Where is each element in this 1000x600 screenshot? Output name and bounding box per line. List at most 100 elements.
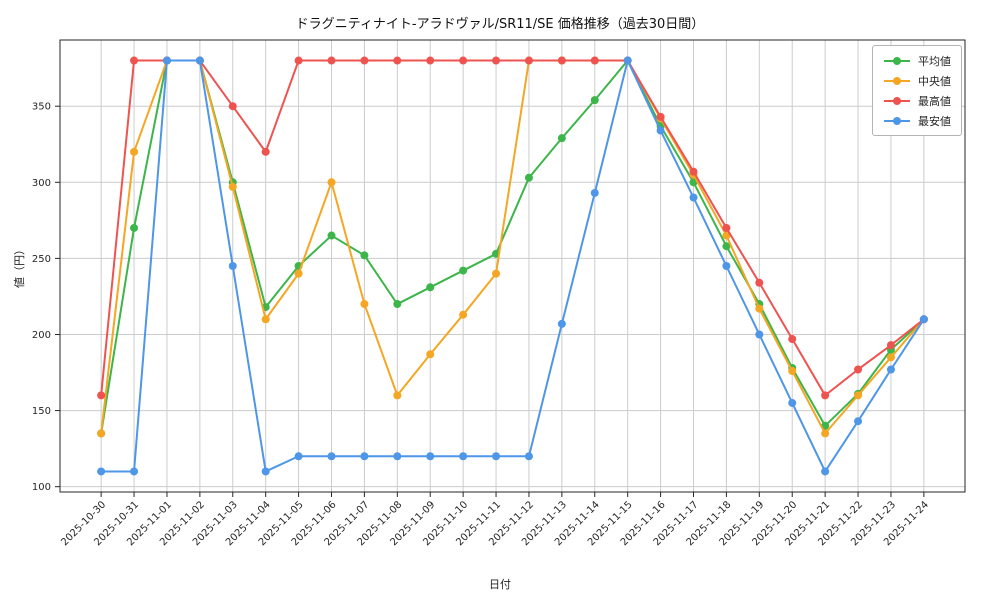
data-point-最高値: [821, 391, 830, 400]
data-point-中央値: [426, 350, 435, 359]
data-point-最高値: [426, 56, 435, 65]
data-point-中央値: [130, 147, 139, 156]
data-point-平均値: [459, 266, 468, 275]
data-point-中央値: [97, 429, 106, 438]
data-point-中央値: [327, 178, 336, 187]
data-point-最安値: [821, 467, 830, 476]
legend-label: 最高値: [918, 94, 951, 108]
data-point-最安値: [162, 56, 171, 65]
y-tick-label: 200: [32, 330, 51, 341]
data-point-最安値: [722, 262, 731, 270]
data-point-最安値: [524, 452, 533, 461]
data-point-中央値: [854, 391, 863, 400]
data-point-平均値: [557, 134, 566, 143]
data-point-中央値: [261, 315, 270, 324]
legend-item: 中央値: [883, 73, 951, 88]
y-tick-label: 250: [32, 254, 51, 265]
data-point-最高値: [261, 147, 270, 156]
y-tick-label: 100: [32, 482, 51, 493]
legend-swatch-icon: [884, 96, 910, 105]
data-point-最安値: [426, 452, 435, 461]
data-point-最高値: [689, 167, 698, 176]
data-point-最高値: [130, 56, 139, 65]
data-point-最安値: [459, 452, 468, 461]
data-point-最高値: [294, 56, 303, 65]
data-point-中央値: [886, 353, 895, 362]
data-point-中央値: [755, 304, 764, 313]
data-point-平均値: [360, 251, 369, 260]
data-point-最高値: [360, 56, 369, 65]
data-point-中央値: [294, 269, 303, 278]
data-point-最安値: [228, 262, 237, 270]
data-point-平均値: [327, 231, 336, 240]
data-point-最安値: [623, 56, 632, 65]
series-line-中央値: [100, 59, 925, 435]
y-tick-label: 150: [32, 406, 51, 417]
data-point-最安値: [130, 467, 139, 476]
data-point-最安値: [393, 452, 402, 461]
data-point-最高値: [492, 56, 501, 65]
data-point-平均値: [130, 223, 139, 232]
legend: 平均値中央値最高値最安値: [872, 45, 962, 136]
data-point-中央値: [459, 310, 468, 319]
data-point-最安値: [854, 417, 863, 426]
data-point-平均値: [524, 173, 533, 182]
data-point-中央値: [722, 231, 731, 240]
data-point-最安値: [656, 126, 665, 135]
data-point-最高値: [656, 112, 665, 121]
data-point-最高値: [722, 223, 731, 232]
data-point-最高値: [459, 56, 468, 65]
data-point-最高値: [97, 391, 106, 400]
legend-swatch-icon: [884, 76, 910, 85]
data-point-最安値: [294, 452, 303, 461]
legend-label: 最安値: [918, 114, 951, 128]
data-point-最安値: [788, 398, 797, 407]
data-point-最高値: [755, 278, 764, 287]
data-point-最安値: [919, 315, 928, 324]
data-point-平均値: [426, 283, 435, 292]
x-axis-label: 日付: [489, 578, 511, 591]
data-point-中央値: [393, 391, 402, 400]
legend-swatch-icon: [884, 56, 910, 65]
series-line-平均値: [100, 59, 925, 435]
data-point-中央値: [492, 269, 501, 278]
data-point-平均値: [590, 96, 599, 105]
data-point-最安値: [327, 452, 336, 461]
data-point-最安値: [755, 330, 764, 339]
data-point-最安値: [97, 467, 106, 476]
data-point-最高値: [327, 56, 336, 65]
data-point-最高値: [854, 365, 863, 374]
data-point-最高値: [886, 341, 895, 350]
data-point-中央値: [228, 182, 237, 191]
legend-swatch-icon: [884, 116, 910, 125]
chart-title: ドラグニティナイト-アラドヴァル/SR11/SE 価格推移（過去30日間）: [295, 17, 705, 32]
y-tick-label: 300: [32, 178, 51, 189]
data-point-最安値: [261, 467, 270, 476]
data-point-最高値: [788, 335, 797, 344]
series-line-最高値: [100, 59, 925, 397]
y-tick-label: 350: [32, 102, 51, 113]
axes-frame: [59, 39, 966, 493]
legend-label: 平均値: [918, 54, 951, 68]
data-point-最高値: [228, 102, 237, 111]
data-point-最安値: [590, 188, 599, 197]
data-point-最安値: [360, 452, 369, 461]
data-point-最高値: [590, 56, 599, 65]
data-point-最高値: [393, 56, 402, 65]
series-line-最安値: [100, 59, 925, 473]
data-point-最安値: [195, 56, 204, 65]
data-point-中央値: [788, 367, 797, 376]
data-point-最安値: [886, 365, 895, 374]
data-point-最安値: [492, 452, 501, 461]
data-point-最高値: [524, 56, 533, 65]
data-point-平均値: [722, 242, 731, 251]
legend-item: 最安値: [883, 113, 951, 128]
legend-label: 中央値: [918, 74, 951, 88]
data-point-最高値: [557, 56, 566, 65]
data-point-最安値: [557, 319, 566, 328]
data-point-最安値: [689, 193, 698, 202]
legend-item: 最高値: [883, 93, 951, 108]
legend-item: 平均値: [883, 53, 951, 68]
